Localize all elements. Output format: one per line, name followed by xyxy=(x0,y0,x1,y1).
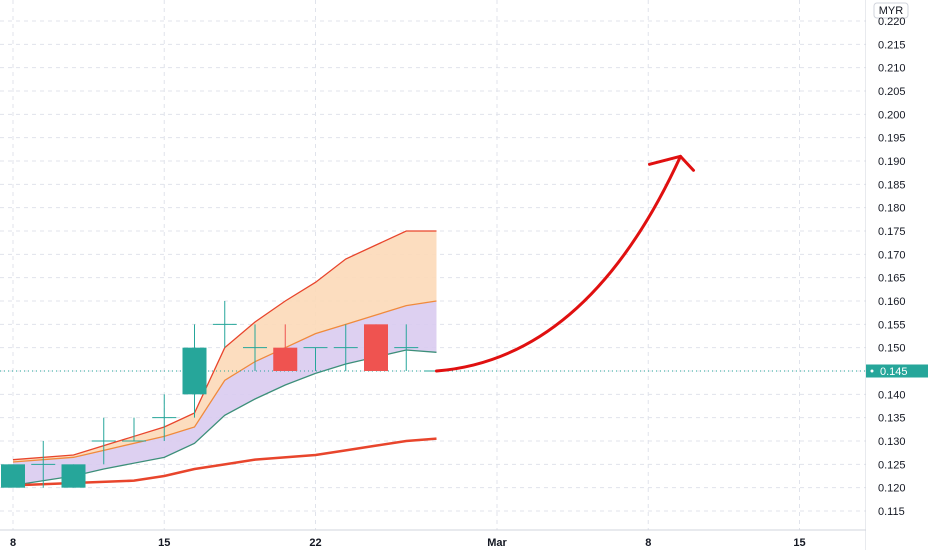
y-tick-label: 0.130 xyxy=(878,436,906,448)
y-tick-label: 0.215 xyxy=(878,39,906,51)
projection-arrow-head xyxy=(648,154,695,172)
axis-background xyxy=(866,0,932,550)
x-tick-label: Mar xyxy=(487,537,507,549)
y-tick-label: 0.150 xyxy=(878,343,906,355)
price-tag-dot xyxy=(870,369,874,373)
candle xyxy=(333,324,358,371)
candle xyxy=(31,441,56,488)
y-tick-label: 0.190 xyxy=(878,156,906,168)
last-price-text: 0.145 xyxy=(880,366,908,378)
y-tick-label: 0.115 xyxy=(878,506,905,518)
y-tick-label: 0.165 xyxy=(878,273,906,285)
y-tick-label: 0.195 xyxy=(878,133,906,145)
y-tick-label: 0.135 xyxy=(878,413,906,425)
last-price-tag-bg xyxy=(866,364,928,378)
candle xyxy=(364,324,388,371)
price-axis[interactable]: MYR 0.115 0.120 0.125 0.130 0.135 0.140 0.150 0… xyxy=(866,0,932,550)
currency-badge xyxy=(873,2,909,19)
candle-body xyxy=(273,347,298,371)
x-tick-label: 22 xyxy=(309,537,321,549)
y-tick-label: 0.140 xyxy=(878,389,906,401)
y-tick-label: 0.175 xyxy=(878,226,906,238)
candle xyxy=(303,347,328,371)
y-tick-label: 0.185 xyxy=(878,179,906,191)
x-tick-label: 8 xyxy=(645,537,651,549)
y-tick-label: 0.155 xyxy=(878,319,906,331)
candles xyxy=(1,301,449,488)
candle xyxy=(122,417,146,442)
x-tick-label: 8 xyxy=(10,537,16,549)
candle-body xyxy=(182,347,207,395)
candle xyxy=(243,324,267,371)
lower-band-fill xyxy=(13,301,437,486)
y-tick-label: 0.220 xyxy=(878,16,906,28)
x-tick-label: 15 xyxy=(158,537,170,549)
y-tick-label: 0.210 xyxy=(878,63,906,75)
y-tick-label: 0.205 xyxy=(878,86,906,98)
candle xyxy=(182,324,207,418)
candle-body xyxy=(61,464,86,488)
long-moving-average-line xyxy=(12,437,437,487)
candle xyxy=(212,301,237,348)
y-tick-label: 0.125 xyxy=(878,459,906,471)
time-axis[interactable]: 8 15 22 Mar 8 15 xyxy=(10,537,806,549)
candle xyxy=(1,464,25,488)
band-fills xyxy=(13,231,437,486)
y-tick-label: 0.170 xyxy=(878,249,906,261)
y-tick-label: 0.120 xyxy=(878,483,906,495)
projection-arrow xyxy=(435,154,695,373)
candle xyxy=(91,417,116,465)
last-price-tag: 0.145 xyxy=(866,364,928,378)
candle xyxy=(152,394,177,441)
currency-label: MYR xyxy=(879,5,904,17)
candle xyxy=(61,464,86,488)
projection-arrow-curve xyxy=(435,154,682,373)
y-tick-label: 0.200 xyxy=(878,109,906,121)
candle xyxy=(394,324,419,371)
y-tick-label: 0.160 xyxy=(878,296,906,308)
y-tick-label: 0.180 xyxy=(878,203,906,215)
candle xyxy=(273,324,298,371)
x-tick-label: 15 xyxy=(793,537,805,549)
candle-body xyxy=(1,464,25,488)
candle-body xyxy=(364,324,388,371)
upper-band-fill xyxy=(13,231,437,462)
